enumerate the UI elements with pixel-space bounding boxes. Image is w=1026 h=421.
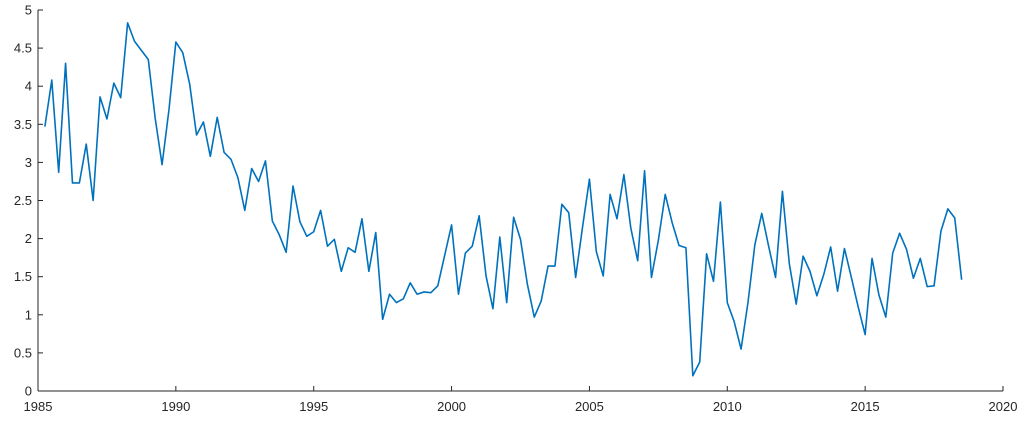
x-tick-label: 2015 xyxy=(851,399,880,414)
y-tick-label: 0 xyxy=(25,384,32,399)
x-tick-label: 2000 xyxy=(437,399,466,414)
x-tick-label: 2010 xyxy=(713,399,742,414)
y-tick-label: 2.5 xyxy=(14,193,32,208)
y-tick-label: 3 xyxy=(25,155,32,170)
series-group xyxy=(44,22,963,377)
y-tick-label: 5 xyxy=(25,3,32,18)
y-tick-label: 4.5 xyxy=(14,41,32,56)
y-tick-label: 2 xyxy=(25,231,32,246)
x-tick-label: 1995 xyxy=(299,399,328,414)
x-tick-label: 1985 xyxy=(24,399,53,414)
series-line xyxy=(44,22,963,377)
x-tick-label: 2020 xyxy=(989,399,1018,414)
y-tick-label: 1.5 xyxy=(14,269,32,284)
y-tick-label: 1 xyxy=(25,307,32,322)
y-tick-label: 4 xyxy=(25,79,32,94)
axes: 1985 1990 1995 2000 2005 2010 2015 2020 0 0.5 1 1.5… xyxy=(14,3,1018,415)
y-tick-label: 0.5 xyxy=(14,345,32,360)
x-tick-label: 2005 xyxy=(575,399,604,414)
y-tick-label: 3.5 xyxy=(14,117,32,132)
x-tick-label: 1990 xyxy=(161,399,190,414)
